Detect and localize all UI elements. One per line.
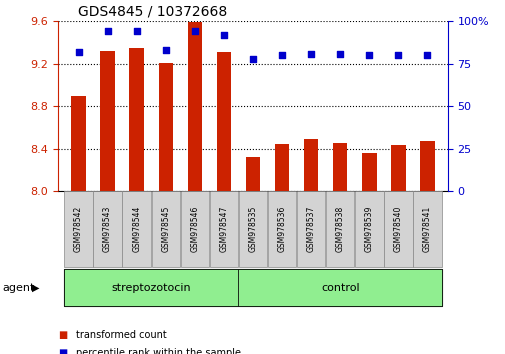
Text: agent: agent (3, 282, 35, 293)
Bar (216, 52, 231, 191)
Text: GSM978547: GSM978547 (219, 206, 228, 252)
Bar (238, 269, 441, 306)
Bar (361, 153, 376, 191)
Bar (129, 48, 144, 191)
Bar (122, 191, 150, 267)
Text: GDS4845 / 10372668: GDS4845 / 10372668 (78, 5, 226, 19)
Bar (413, 191, 441, 267)
Text: ▶: ▶ (32, 282, 39, 293)
Bar (158, 63, 173, 191)
Text: ■: ■ (58, 348, 67, 354)
Text: GSM978539: GSM978539 (364, 206, 373, 252)
Point (365, 52, 373, 58)
Bar (325, 191, 354, 267)
Text: GSM978538: GSM978538 (335, 206, 344, 252)
Text: GSM978536: GSM978536 (277, 206, 286, 252)
Bar (267, 191, 296, 267)
Point (132, 29, 140, 34)
Bar (93, 191, 122, 267)
Point (104, 29, 112, 34)
Bar (390, 145, 405, 191)
Bar (209, 191, 238, 267)
Bar (355, 191, 383, 267)
Bar (419, 141, 434, 191)
Text: GSM978540: GSM978540 (393, 206, 402, 252)
Bar (71, 96, 86, 191)
Bar (296, 191, 325, 267)
Text: GSM978541: GSM978541 (422, 206, 431, 252)
Text: GSM978544: GSM978544 (132, 206, 141, 252)
Bar (187, 22, 201, 191)
Text: GSM978542: GSM978542 (74, 206, 83, 252)
Text: GSM978535: GSM978535 (248, 206, 257, 252)
Text: streptozotocin: streptozotocin (111, 282, 191, 293)
Bar (151, 191, 180, 267)
Text: GSM978545: GSM978545 (161, 206, 170, 252)
Point (335, 51, 343, 56)
Text: ■: ■ (58, 330, 67, 339)
Bar (180, 191, 209, 267)
Bar (332, 143, 347, 191)
Bar (64, 191, 92, 267)
Bar (100, 51, 115, 191)
Point (190, 29, 198, 34)
Point (423, 52, 431, 58)
Text: GSM978543: GSM978543 (103, 206, 112, 252)
Text: GSM978546: GSM978546 (190, 206, 199, 252)
Point (74, 49, 82, 55)
Point (220, 32, 228, 38)
Text: GSM978537: GSM978537 (306, 206, 315, 252)
Bar (274, 144, 289, 191)
Bar (245, 157, 260, 191)
Point (307, 51, 315, 56)
Text: transformed count: transformed count (76, 330, 166, 339)
Text: control: control (320, 282, 359, 293)
Point (277, 52, 285, 58)
Bar (304, 139, 318, 191)
Text: percentile rank within the sample: percentile rank within the sample (76, 348, 240, 354)
Point (162, 47, 170, 53)
Bar (238, 191, 267, 267)
Bar (383, 191, 412, 267)
Point (248, 56, 257, 62)
Bar (64, 269, 238, 306)
Point (393, 52, 401, 58)
